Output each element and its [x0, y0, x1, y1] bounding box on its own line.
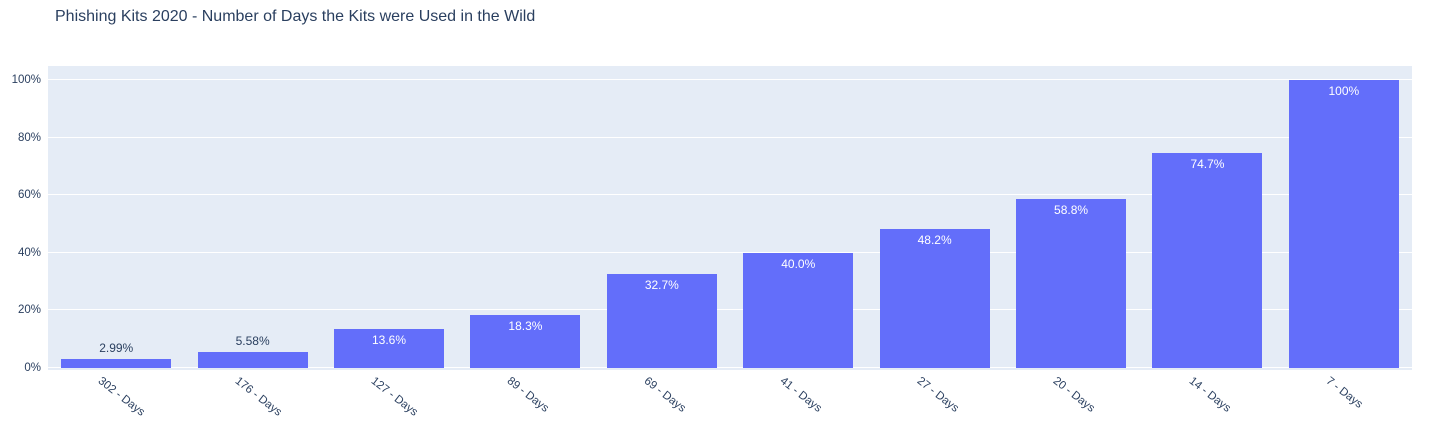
bar-group: 100% [1276, 80, 1412, 368]
bar-value-label: 5.58% [235, 333, 270, 348]
x-tick-label: 7 - Days [1323, 375, 1365, 411]
gridline-60 [48, 194, 1412, 196]
bars-container: 2.99% 5.58% 13.6% 18.3% 32.7% 40.0% 48.2% 58.8%… [48, 80, 1412, 368]
bar[interactable]: 2.99% [61, 341, 172, 368]
bar[interactable]: 13.6% [334, 328, 444, 368]
bar-value-label: 32.7% [644, 277, 679, 292]
bar-value-label: 40.0% [781, 256, 816, 271]
bar-value-label: 13.6% [372, 332, 407, 347]
gridline-20 [48, 309, 1412, 311]
plot-inner: 2.99% 5.58% 13.6% 18.3% 32.7% 40.0% 48.2% 58.8%… [48, 79, 1412, 368]
bar-value-label: 48.2% [917, 233, 952, 248]
y-tick-label: 20% [17, 304, 41, 317]
gridline-40 [48, 251, 1412, 253]
bar-group: 5.58% [184, 80, 320, 368]
x-tick-label: 69 - Days [641, 375, 688, 415]
bar[interactable]: 74.7% [1152, 152, 1263, 368]
bar[interactable]: 48.2% [879, 229, 990, 368]
bar-group: 40.0% [730, 80, 866, 368]
bar-value-label: 18.3% [508, 319, 543, 334]
y-axis: 0% 20% 40% 60% 80% 100% [0, 74, 43, 374]
x-tick-label: 27 - Days [914, 375, 961, 415]
bar-group: 74.7% [1139, 80, 1275, 368]
bar[interactable]: 58.8% [1016, 198, 1127, 368]
y-tick-label: 40% [17, 246, 41, 259]
y-tick-label: 100% [11, 74, 41, 86]
bar-value-label: 58.8% [1054, 202, 1089, 217]
bar-group: 58.8% [1003, 80, 1139, 368]
x-tick-label: 176 - Days [232, 375, 284, 419]
gridline-0 [48, 367, 1412, 368]
bar-group: 18.3% [457, 80, 593, 368]
x-tick-label: 127 - Days [368, 375, 420, 419]
bar-group: 48.2% [866, 80, 1002, 368]
bar-value-label: 74.7% [1190, 156, 1225, 171]
plot-area[interactable]: 2.99% 5.58% 13.6% 18.3% 32.7% 40.0% 48.2% 58.8%… [48, 66, 1412, 370]
bar[interactable]: 32.7% [606, 273, 717, 368]
x-tick-label: 41 - Days [777, 375, 824, 415]
y-tick-label: 60% [17, 189, 41, 202]
gridline-100 [48, 79, 1412, 80]
bar[interactable]: 5.58% [197, 334, 308, 368]
bar-group: 32.7% [594, 80, 730, 368]
bar-group: 2.99% [48, 80, 184, 368]
x-tick-label: 20 - Days [1050, 375, 1097, 415]
y-tick-label: 0% [24, 362, 41, 374]
bar[interactable]: 40.0% [743, 252, 854, 368]
gridline-80 [48, 136, 1412, 138]
x-tick-label: 302 - Days [95, 375, 148, 419]
x-tick-label: 14 - Days [1187, 375, 1234, 415]
bar-value-label: 100% [1328, 84, 1360, 98]
bar-group: 13.6% [321, 80, 457, 368]
y-tick-label: 80% [17, 131, 41, 144]
x-tick-label: 89 - Days [505, 375, 552, 415]
bar[interactable]: 100% [1288, 80, 1399, 368]
bar[interactable]: 18.3% [470, 315, 581, 368]
x-axis: 302 - Days 176 - Days 127 - Days 89 - Days 6… [48, 372, 1412, 433]
bar-value-label: 2.99% [99, 341, 134, 356]
chart-title: Phishing Kits 2020 - Number of Days the … [55, 8, 536, 25]
